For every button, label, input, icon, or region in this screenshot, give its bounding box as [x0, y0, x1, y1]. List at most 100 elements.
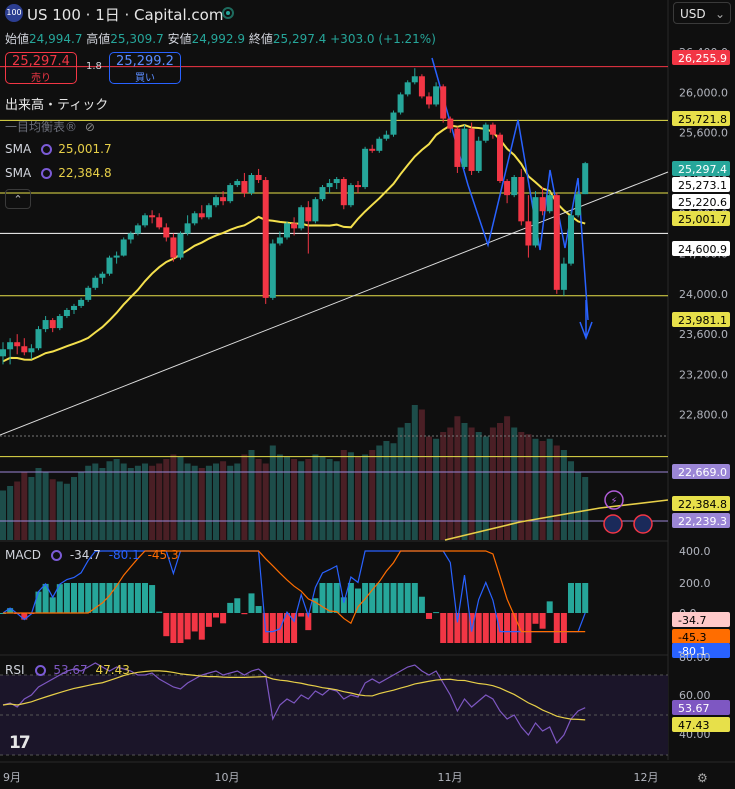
- macd-histogram-bar: [85, 583, 92, 613]
- macd-value-2: -80.1: [108, 548, 140, 562]
- candle: [284, 223, 290, 238]
- time-axis-label: 12月: [634, 771, 659, 784]
- volume-bar: [340, 450, 347, 540]
- macd-histogram-bar: [511, 613, 518, 643]
- candle: [497, 134, 503, 182]
- macd-histogram-bar: [305, 613, 312, 631]
- candle: [347, 185, 354, 206]
- macd-histogram-bar: [191, 613, 198, 632]
- us-flag-icon: [633, 514, 653, 534]
- candle: [397, 94, 404, 113]
- volume-bar: [106, 461, 113, 540]
- price-tag-label: 22,669.0: [678, 466, 727, 479]
- candle: [78, 299, 85, 306]
- volume-bar: [461, 423, 468, 540]
- price-tag-label: 25,273.1: [678, 179, 727, 192]
- candle: [198, 213, 205, 218]
- buy-button[interactable]: 25,299.2 買い: [109, 52, 181, 84]
- candle: [227, 185, 234, 202]
- macd-histogram-bar: [220, 613, 227, 624]
- volume-bar: [92, 463, 99, 540]
- candle: [220, 197, 227, 202]
- candle: [276, 237, 283, 244]
- candle: [489, 124, 496, 135]
- candle: [113, 255, 120, 258]
- volume-bar: [305, 459, 312, 540]
- candle: [440, 86, 447, 119]
- candle: [63, 309, 70, 317]
- buy-label: 買い: [135, 73, 155, 84]
- volume-bar: [418, 409, 425, 540]
- macd-legend[interactable]: MACD -34.7 -80.1 -45.3: [5, 548, 179, 562]
- candle: [447, 118, 454, 129]
- volume-bar: [355, 456, 361, 540]
- volume-bar: [184, 463, 191, 540]
- gear-icon[interactable]: ⚙: [697, 771, 708, 785]
- macd-histogram-bar: [298, 613, 305, 617]
- candle: [326, 183, 333, 188]
- macd-histogram-bar: [63, 583, 70, 613]
- candle: [560, 263, 567, 290]
- candle: [269, 243, 276, 298]
- volume-bar: [213, 463, 219, 540]
- cycle-icon: [41, 168, 53, 179]
- candle: [575, 194, 582, 216]
- candle: [319, 187, 326, 200]
- volume-bar: [319, 456, 326, 540]
- volume-bar: [553, 445, 560, 540]
- candle: [156, 217, 163, 228]
- sell-button[interactable]: 25,297.4 売り: [5, 52, 77, 84]
- legend-sma-1[interactable]: SMA 25,001.7: [5, 142, 112, 157]
- macd-histogram-bar: [198, 613, 205, 640]
- flash-icon: ⚡: [610, 496, 617, 507]
- candle: [340, 179, 347, 206]
- currency-select[interactable]: USD ⌄: [673, 2, 731, 24]
- market-status-icon: [222, 7, 234, 19]
- volume-bar: [205, 465, 212, 540]
- candle: [28, 348, 35, 353]
- candle: [454, 128, 461, 167]
- chart-title[interactable]: US 100 · 1日 · Capital.com: [27, 6, 224, 24]
- cycle-icon: [50, 550, 62, 561]
- candle: [355, 185, 361, 188]
- eye-hidden-icon[interactable]: ⊘: [84, 120, 95, 134]
- candle: [362, 148, 369, 188]
- macd-histogram-bar: [21, 613, 28, 620]
- macd-histogram-bar: [539, 613, 546, 629]
- volume-bar: [404, 423, 411, 540]
- rsi-value-1: 53.67: [53, 663, 88, 677]
- candle: [35, 329, 42, 349]
- macd-histogram-bar: [404, 583, 411, 613]
- collapse-legend-button[interactable]: ⌃: [5, 189, 31, 209]
- flash-icon: [604, 490, 624, 510]
- volume-bar: [560, 450, 567, 540]
- rsi-legend[interactable]: RSI 53.67 47.43: [5, 663, 130, 677]
- time-axis-label: 11月: [438, 771, 463, 784]
- down-arrow-icon: [579, 300, 593, 341]
- macd-histogram-bar: [234, 598, 241, 613]
- macd-axis-label: 400.0: [679, 545, 711, 558]
- candle: [291, 223, 298, 229]
- candle: [298, 207, 305, 229]
- legend-volume[interactable]: 出来高・ティック: [5, 98, 109, 113]
- volume-bar: [362, 454, 369, 540]
- candle: [14, 342, 21, 347]
- currency-value: USD: [680, 7, 706, 21]
- macd-histogram-bar: [92, 583, 99, 613]
- pattern-line: [431, 57, 589, 321]
- legend-ichimoku[interactable]: 一目均衡表® ⊘: [5, 118, 95, 135]
- volume-bar: [475, 432, 482, 540]
- macd-histogram-bar: [170, 613, 177, 643]
- macd-value-3: -45.3: [147, 548, 179, 562]
- macd-histogram-bar: [134, 583, 141, 613]
- legend-sma-2[interactable]: SMA 22,384.8: [5, 166, 112, 181]
- macd-histogram-bar: [440, 613, 447, 643]
- volume-bar: [227, 465, 234, 540]
- rsi-axis-label: 60.00: [679, 689, 711, 702]
- price-tag-label: 22,384.8: [678, 498, 727, 511]
- price-tag: [672, 111, 730, 126]
- macd-histogram-bar: [418, 596, 425, 613]
- macd-histogram-bar: [369, 583, 376, 613]
- ohlc-low-value: 24,992.9: [191, 32, 246, 46]
